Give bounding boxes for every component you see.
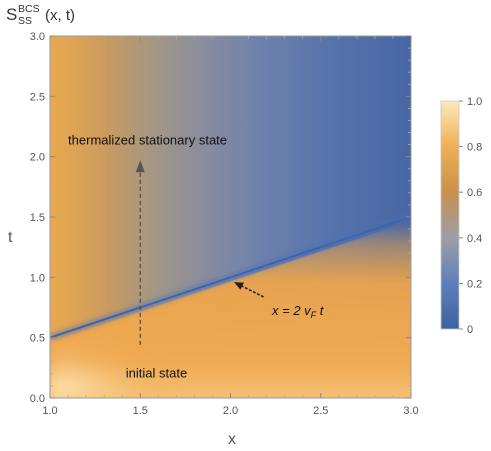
axis-tick-labels: 1.0 1.5 2.0 2.5 3.0 0.0 0.5 1.0 1.5 2.0 2.5 3.0 [30,31,419,417]
colorbar [440,100,460,330]
colorbar-tick-label: 1.0 [467,96,482,108]
annotation-initial-state: initial state [126,365,187,380]
equation-lhs: x = 2 v [271,303,312,318]
x-axis-title: x [228,431,236,448]
x-tick-label: 1.5 [133,405,148,417]
annotation-thermalized: thermalized stationary state [68,133,227,148]
y-tick-label: 0.5 [30,333,45,345]
y-tick-label: 2.5 [30,91,45,103]
y-tick-label: 1.5 [30,212,45,224]
equation-label: x = 2 vF t [271,303,325,320]
colorbar-ticks: 0 0.2 0.4 0.6 0.8 1.0 [459,96,482,336]
x-tick-label: 2.5 [313,405,328,417]
heatmap-area [50,36,411,398]
colorbar-tick-label: 0.6 [467,187,482,199]
y-tick-label: 3.0 [30,31,45,43]
y-tick-label: 0.0 [30,393,45,405]
equation-subscript: F [311,310,317,320]
title-superscript: BCS [18,3,40,15]
chart-title: S BCS SS (x, t) [6,3,75,27]
colorbar-tick-label: 0.2 [467,278,482,290]
y-tick-label: 1.0 [30,272,45,284]
light-cone-line [50,216,411,339]
y-axis-title: t [8,229,13,246]
equation-rhs: t [316,303,325,318]
dashed-arrow-head [135,160,145,173]
dotted-arrow [241,285,264,298]
dotted-arrow-head [234,282,244,290]
title-arguments: (x, t) [45,7,75,24]
title-base: S [6,5,17,24]
title-subscript: SS [18,15,32,27]
initial-state-glow [50,300,250,398]
x-tick-label: 3.0 [403,405,418,417]
x-tick-label: 2.0 [223,405,238,417]
colorbar-tick-label: 0 [467,324,473,336]
y-tick-label: 2.0 [30,152,45,164]
x-tick-label: 1.0 [42,405,57,417]
axis-ticks [49,35,412,399]
colorbar-tick-label: 0.4 [467,233,482,245]
colorbar-tick-label: 0.8 [467,142,482,154]
